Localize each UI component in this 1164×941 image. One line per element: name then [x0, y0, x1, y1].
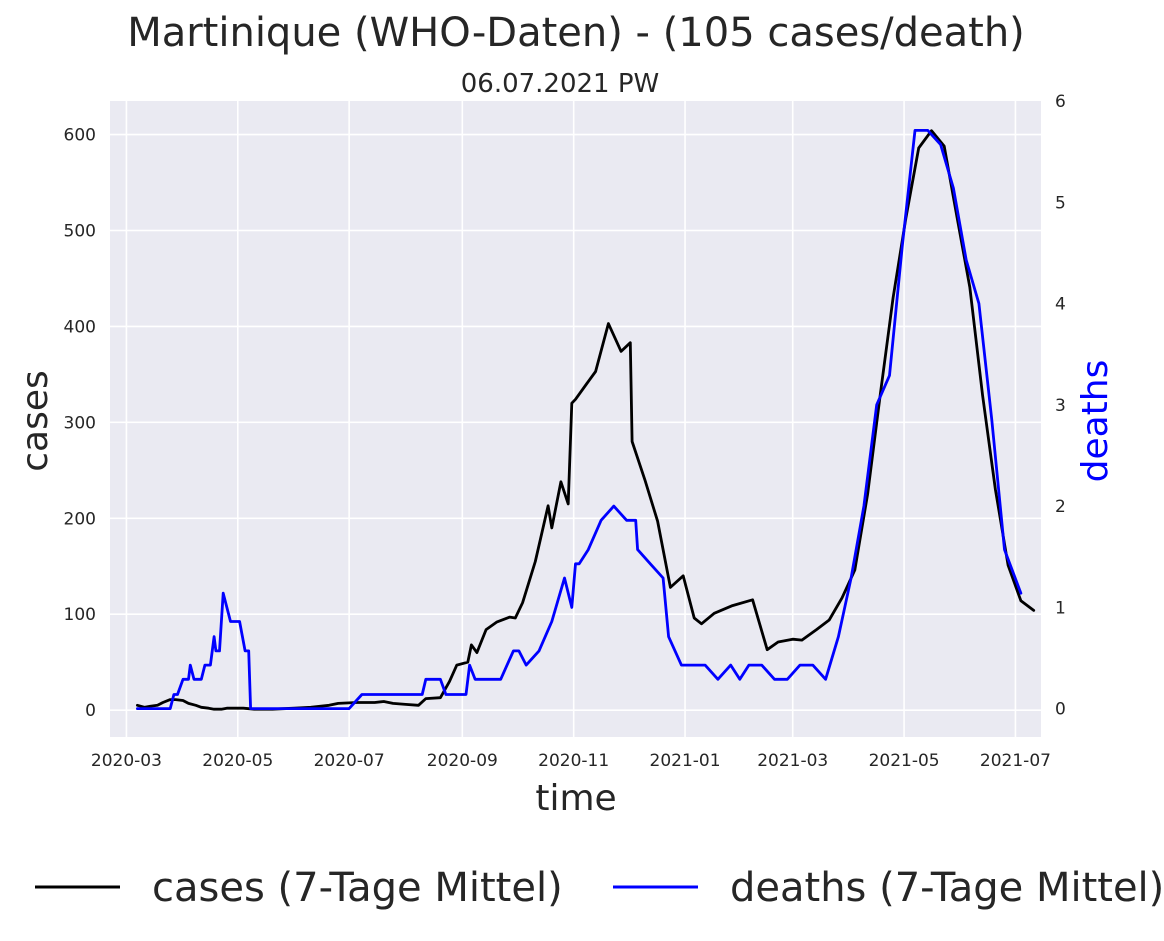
x-tick-label: 2021-07 [980, 751, 1051, 771]
y-tick-label-left: 600 [64, 126, 96, 146]
y-tick-label-right: 6 [1055, 92, 1066, 112]
x-axis-label: time [535, 778, 616, 819]
x-tick-label: 2020-07 [314, 751, 385, 771]
y-tick-label-left: 500 [64, 222, 96, 242]
series-line-cases [135, 129, 1036, 711]
right-axis-ticks: 0 1 2 3 4 5 6 [1055, 92, 1066, 720]
grid-lines [110, 101, 1041, 737]
series-line-deaths [135, 128, 1023, 710]
y-tick-label-right: 4 [1055, 295, 1066, 315]
y-tick-label-left: 200 [64, 509, 96, 529]
x-tick-label: 2020-11 [538, 751, 609, 771]
chart-title: Martinique (WHO-Daten) - (105 cases/deat… [127, 10, 1025, 56]
y-tick-label-left: 300 [64, 413, 96, 433]
legend: cases (7-Tage Mittel) deaths (7-Tage Mit… [35, 865, 1164, 911]
x-tick-label: 2021-01 [650, 751, 721, 771]
y-tick-label-right: 5 [1055, 193, 1066, 213]
x-tick-label: 2020-03 [91, 751, 162, 771]
y-tick-label-right: 0 [1055, 700, 1066, 720]
legend-label-deaths: deaths (7-Tage Mittel) [730, 865, 1164, 911]
y-axis-label-right: deaths [1075, 360, 1116, 483]
x-tick-label: 2020-05 [202, 751, 273, 771]
y-tick-label-right: 3 [1055, 396, 1066, 416]
y-tick-label-left: 400 [64, 317, 96, 337]
series-lines [135, 128, 1036, 711]
left-axis-ticks: 0 100 200 300 400 500 600 [64, 126, 96, 722]
y-tick-label-left: 0 [85, 701, 96, 721]
chart-subtitle: 06.07.2021 PW [461, 69, 660, 99]
legend-label-cases: cases (7-Tage Mittel) [152, 865, 563, 911]
plot-area [110, 101, 1041, 737]
x-tick-label: 2020-09 [427, 751, 498, 771]
y-tick-label-right: 1 [1055, 598, 1066, 618]
x-axis-ticks: 2020-03 2020-05 2020-07 2020-09 2020-11 2021-… [91, 751, 1051, 771]
y-axis-label-left: cases [15, 370, 56, 472]
y-tick-label-right: 2 [1055, 497, 1066, 517]
x-tick-label: 2021-03 [757, 751, 828, 771]
x-tick-label: 2021-05 [869, 751, 940, 771]
y-tick-label-left: 100 [64, 605, 96, 625]
